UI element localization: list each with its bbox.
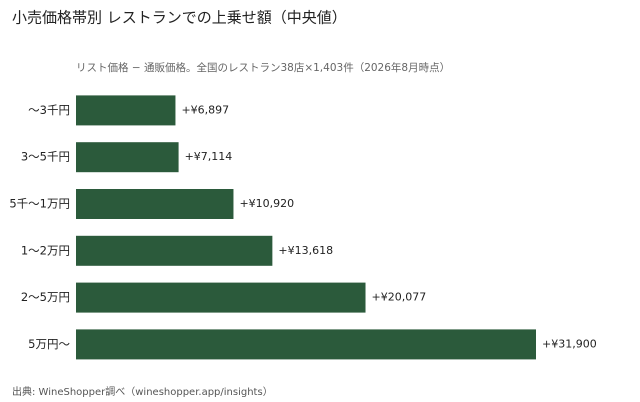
bar xyxy=(76,142,179,173)
category-label: 1〜2万円 xyxy=(21,243,70,257)
value-label: +¥13,618 xyxy=(278,244,333,257)
source-note: 出典: WineShopper調べ（wineshopper.app/insigh… xyxy=(12,385,273,398)
bar xyxy=(76,189,234,219)
bar xyxy=(76,329,536,360)
category-label: 3〜5千円 xyxy=(21,150,70,164)
category-label: 〜3千円 xyxy=(28,103,70,117)
bar xyxy=(76,235,273,266)
category-label: 5万円〜 xyxy=(28,337,70,351)
value-label: +¥10,920 xyxy=(239,197,294,210)
value-label: +¥7,114 xyxy=(185,150,233,163)
value-label: +¥31,900 xyxy=(542,337,597,350)
category-label: 2〜5万円 xyxy=(21,290,70,304)
bar xyxy=(76,95,176,126)
value-label: +¥20,077 xyxy=(372,291,427,304)
chart-title: 小売価格帯別 レストランでの上乗せ額（中央値） xyxy=(12,9,347,27)
bar xyxy=(76,282,366,313)
chart-subtitle: リスト価格 − 通販価格。全国のレストラン38店×1,403件（2026年8月時… xyxy=(76,61,450,74)
value-label: +¥6,897 xyxy=(181,103,229,116)
category-label: 5千〜1万円 xyxy=(9,197,70,211)
